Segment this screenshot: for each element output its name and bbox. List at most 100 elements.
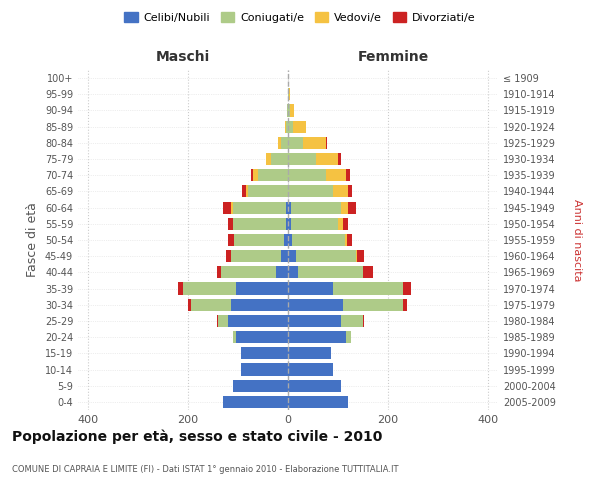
Bar xyxy=(217,315,218,327)
Bar xyxy=(286,218,288,230)
Bar xyxy=(293,120,305,132)
Text: Popolazione per età, sesso e stato civile - 2010: Popolazione per età, sesso e stato civil… xyxy=(12,430,382,444)
Bar xyxy=(253,169,258,181)
Bar xyxy=(233,331,235,343)
Bar xyxy=(403,298,407,311)
Bar xyxy=(316,153,338,165)
Bar xyxy=(288,380,341,392)
Bar xyxy=(333,282,403,294)
Bar xyxy=(290,104,293,117)
Bar xyxy=(288,104,290,117)
Bar xyxy=(281,250,288,262)
Bar xyxy=(348,202,355,213)
Bar xyxy=(341,202,348,213)
Bar xyxy=(356,250,364,262)
Bar xyxy=(241,364,288,376)
Bar xyxy=(290,202,341,213)
Bar xyxy=(288,282,333,294)
Bar xyxy=(275,266,288,278)
Bar xyxy=(288,186,333,198)
Bar xyxy=(296,250,355,262)
Bar xyxy=(218,315,228,327)
Bar xyxy=(245,186,248,198)
Bar xyxy=(347,234,352,246)
Bar xyxy=(288,169,325,181)
Bar xyxy=(288,298,343,311)
Bar xyxy=(288,234,292,246)
Bar xyxy=(288,348,331,360)
Y-axis label: Anni di nascita: Anni di nascita xyxy=(572,198,583,281)
Bar xyxy=(221,266,275,278)
Text: Femmine: Femmine xyxy=(358,50,428,64)
Bar xyxy=(230,250,281,262)
Bar xyxy=(191,298,230,311)
Bar xyxy=(183,282,235,294)
Bar xyxy=(286,120,288,132)
Bar xyxy=(288,315,341,327)
Bar xyxy=(265,153,271,165)
Bar xyxy=(338,153,341,165)
Bar xyxy=(288,153,316,165)
Bar xyxy=(223,396,288,408)
Bar xyxy=(271,153,288,165)
Bar xyxy=(235,331,288,343)
Bar xyxy=(333,186,348,198)
Bar xyxy=(303,137,325,149)
Bar xyxy=(288,120,293,132)
Bar xyxy=(178,282,183,294)
Y-axis label: Fasce di età: Fasce di età xyxy=(26,202,39,278)
Bar xyxy=(233,218,286,230)
Bar xyxy=(338,218,343,230)
Bar xyxy=(241,186,245,198)
Bar xyxy=(288,218,290,230)
Bar xyxy=(346,331,350,343)
Bar xyxy=(346,169,349,181)
Bar xyxy=(233,380,288,392)
Bar xyxy=(355,250,356,262)
Bar xyxy=(288,331,346,343)
Bar xyxy=(343,298,403,311)
Bar xyxy=(286,202,288,213)
Bar xyxy=(403,282,410,294)
Bar xyxy=(298,266,363,278)
Bar xyxy=(325,137,326,149)
Bar xyxy=(284,234,288,246)
Bar xyxy=(290,218,338,230)
Bar xyxy=(226,250,230,262)
Bar xyxy=(363,315,364,327)
Bar xyxy=(258,169,288,181)
Bar xyxy=(230,202,233,213)
Bar xyxy=(248,186,288,198)
Text: Maschi: Maschi xyxy=(156,50,210,64)
Bar xyxy=(344,234,347,246)
Bar xyxy=(288,396,348,408)
Bar xyxy=(288,202,290,213)
Bar xyxy=(233,202,286,213)
Bar xyxy=(188,298,190,311)
Bar xyxy=(217,266,221,278)
Bar xyxy=(363,266,373,278)
Bar xyxy=(292,234,344,246)
Text: COMUNE DI CAPRAIA E LIMITE (FI) - Dati ISTAT 1° gennaio 2010 - Elaborazione TUTT: COMUNE DI CAPRAIA E LIMITE (FI) - Dati I… xyxy=(12,465,398,474)
Bar xyxy=(289,88,290,101)
Bar xyxy=(230,298,288,311)
Bar xyxy=(288,137,303,149)
Bar xyxy=(228,234,234,246)
Bar xyxy=(223,202,230,213)
Bar xyxy=(281,137,288,149)
Bar xyxy=(288,266,298,278)
Bar xyxy=(348,186,352,198)
Bar xyxy=(343,218,348,230)
Bar xyxy=(284,120,286,132)
Legend: Celibi/Nubili, Coniugati/e, Vedovi/e, Divorziati/e: Celibi/Nubili, Coniugati/e, Vedovi/e, Di… xyxy=(120,8,480,28)
Bar xyxy=(287,104,288,117)
Bar xyxy=(325,169,346,181)
Bar xyxy=(278,137,281,149)
Bar xyxy=(341,315,363,327)
Bar xyxy=(241,348,288,360)
Bar xyxy=(235,282,288,294)
Bar xyxy=(288,364,333,376)
Bar xyxy=(228,315,288,327)
Bar xyxy=(251,169,253,181)
Bar xyxy=(288,250,296,262)
